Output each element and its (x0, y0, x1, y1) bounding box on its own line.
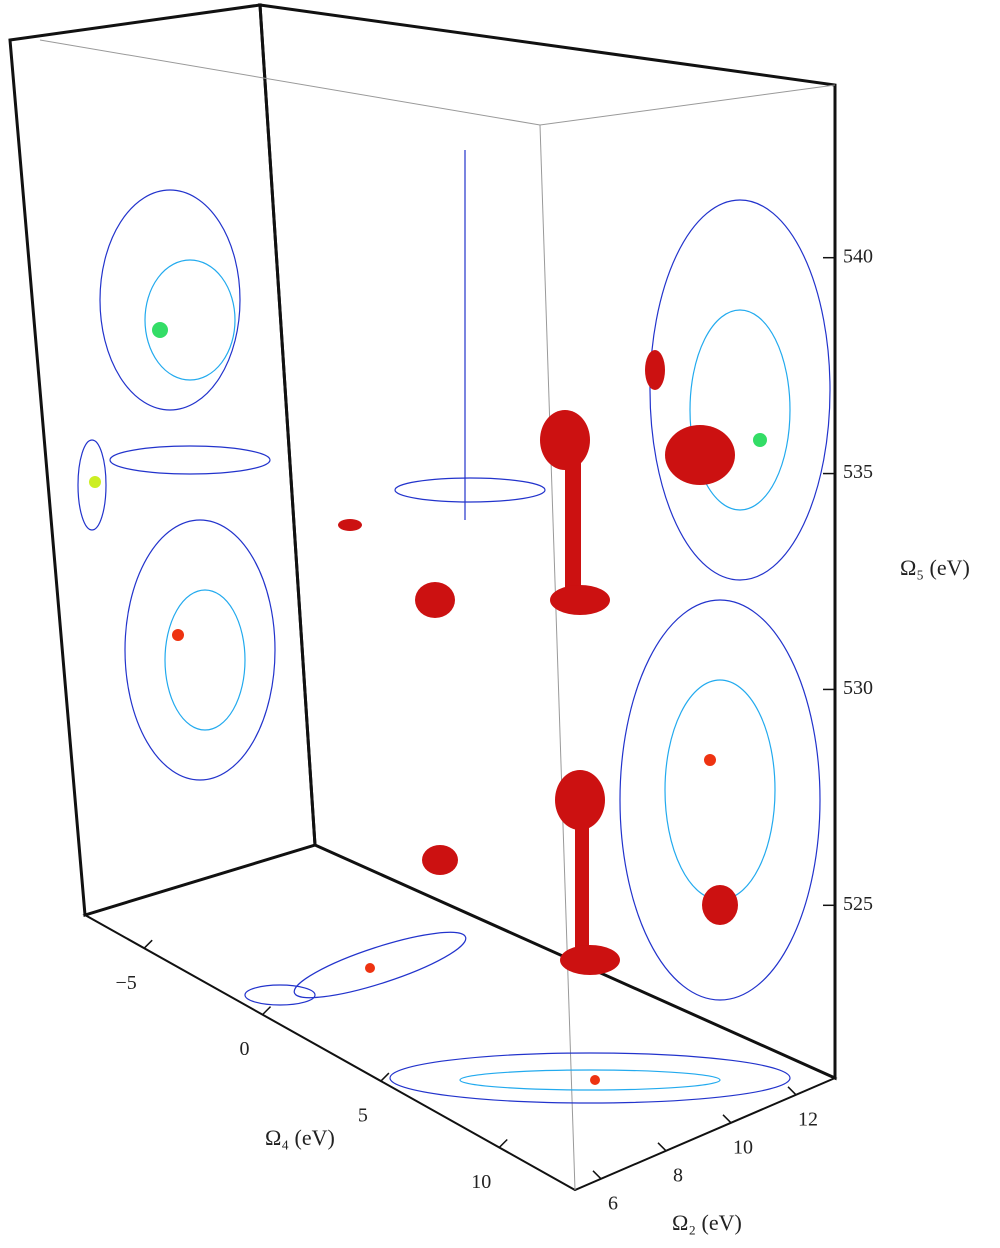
floor (82, 843, 838, 1192)
x-tick (380, 1072, 390, 1082)
z-tick-label: 535 (843, 461, 873, 483)
z-tick-label: 530 (843, 677, 873, 699)
contour (144, 259, 236, 381)
blob (338, 519, 362, 531)
contour (293, 931, 467, 999)
box-walls (8, 3, 838, 1192)
blob (702, 885, 738, 925)
blob (540, 410, 590, 470)
contour (244, 984, 316, 1006)
x-tick-label: 10 (471, 1171, 491, 1193)
y-tick (592, 1170, 602, 1180)
blob (560, 945, 620, 975)
contour (459, 1069, 721, 1091)
peak (172, 629, 184, 641)
contour (689, 309, 791, 511)
contour (99, 189, 241, 411)
contour (394, 477, 546, 503)
contour (77, 439, 107, 531)
blob (550, 585, 610, 615)
blob (665, 425, 735, 485)
right-projection (394, 150, 831, 1001)
y-tick-label: 10 (733, 1136, 753, 1158)
peak (753, 433, 767, 447)
contour (109, 445, 271, 475)
y-tick (787, 1086, 797, 1096)
peak (89, 476, 101, 488)
x-tick (498, 1138, 508, 1149)
y-tick (657, 1142, 667, 1152)
y-tick-label: 12 (798, 1108, 818, 1130)
x-tick (143, 939, 153, 949)
y-axis-label: Ω₂ (eV) (672, 1210, 742, 1235)
x-axis-label: Ω₄ (eV) (265, 1125, 335, 1150)
z-tick-label: 540 (843, 245, 873, 267)
peak (152, 322, 168, 338)
blob (645, 350, 665, 390)
y-tick-label: 8 (673, 1164, 683, 1186)
blob (575, 820, 589, 950)
blob (555, 770, 605, 830)
x-tick-label: −5 (116, 972, 137, 994)
blob (415, 582, 455, 618)
peak (590, 1075, 600, 1085)
contour (649, 199, 831, 581)
contour (389, 1052, 791, 1104)
contour (164, 589, 246, 731)
z-axis-label: Ω₅ (eV) (900, 555, 970, 580)
x-tick-label: 5 (358, 1105, 368, 1127)
back-wall (258, 3, 837, 1081)
z-tick-label: 525 (843, 893, 873, 915)
peak (365, 963, 375, 973)
contour (664, 679, 776, 901)
box-edge (539, 124, 576, 1191)
contour (124, 519, 276, 781)
blob (422, 845, 458, 875)
box-edge (39, 39, 836, 126)
isosurface (338, 350, 738, 975)
blob (565, 460, 581, 600)
left-projection (77, 189, 276, 781)
contour (619, 599, 821, 1001)
y-tick-label: 6 (608, 1192, 618, 1214)
y-tick (722, 1114, 732, 1124)
peak (704, 754, 716, 766)
floor-projection (244, 931, 791, 1104)
x-tick-label: 0 (240, 1038, 250, 1060)
x-tick (262, 1006, 272, 1016)
